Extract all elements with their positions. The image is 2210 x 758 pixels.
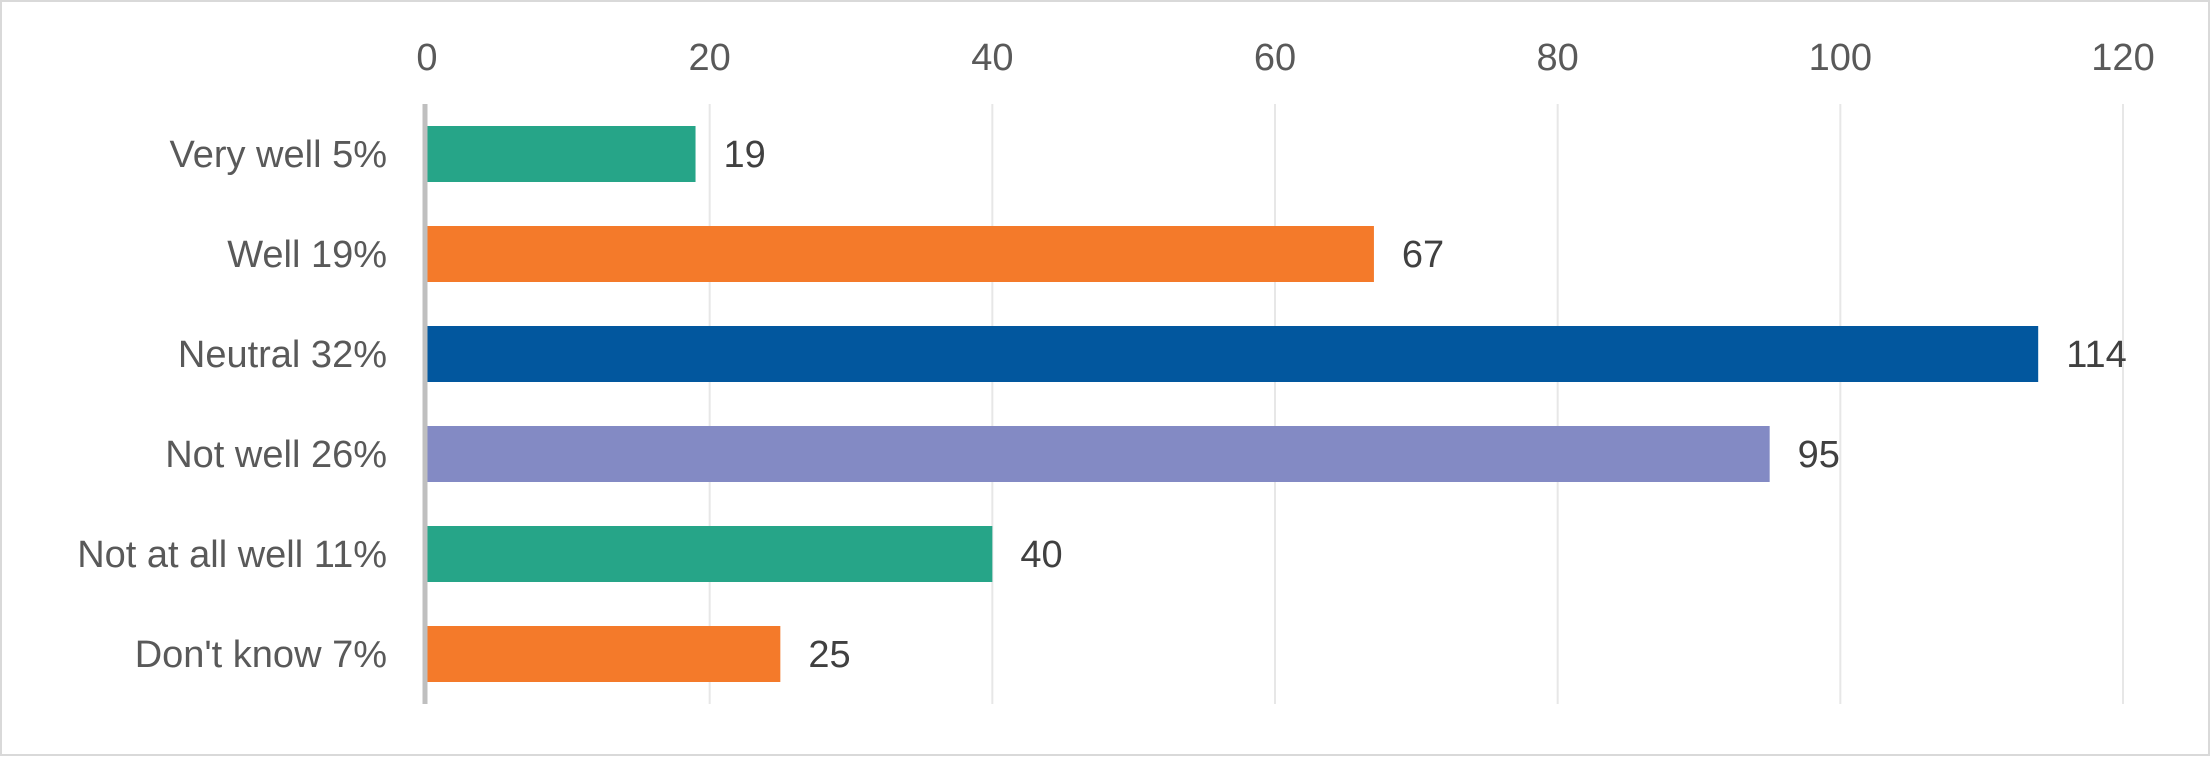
data-labels: 19 67 114 95 40 25: [724, 134, 2127, 676]
bar-3: [427, 426, 1770, 482]
bar-1: [427, 226, 1374, 282]
category-label: Don't know 7%: [135, 634, 387, 676]
category-label: Neutral 32%: [178, 334, 387, 376]
category-label: Not well 26%: [165, 434, 387, 476]
x-tick-label: 60: [1254, 37, 1296, 79]
x-tick-label: 80: [1537, 37, 1579, 79]
category-label: Very well 5%: [169, 134, 387, 176]
bar-4: [427, 526, 993, 582]
category-label: Not at all well 11%: [77, 534, 387, 576]
x-tick-label: 120: [2091, 37, 2154, 79]
bars: [427, 126, 2039, 682]
bar-2: [427, 326, 2039, 382]
bar-5: [427, 626, 781, 682]
data-label: 25: [808, 634, 850, 676]
gridlines: [708, 104, 2124, 704]
x-tick-label: 0: [416, 37, 437, 79]
category-labels: Very well 5% Well 19% Neutral 32% Not well …: [77, 134, 387, 676]
bar-0: [427, 126, 696, 182]
data-label: 67: [1402, 234, 1444, 276]
x-tick-label: 40: [971, 37, 1013, 79]
x-tick-label: 20: [689, 37, 731, 79]
data-label: 114: [2066, 334, 2127, 376]
category-label: Well 19%: [227, 234, 387, 276]
data-label: 40: [1020, 534, 1062, 576]
data-label: 19: [724, 134, 766, 176]
data-label: 95: [1798, 434, 1840, 476]
x-axis-ticks: 0 20 40 60 80 100 120: [416, 37, 2154, 79]
x-tick-label: 100: [1809, 37, 1872, 79]
